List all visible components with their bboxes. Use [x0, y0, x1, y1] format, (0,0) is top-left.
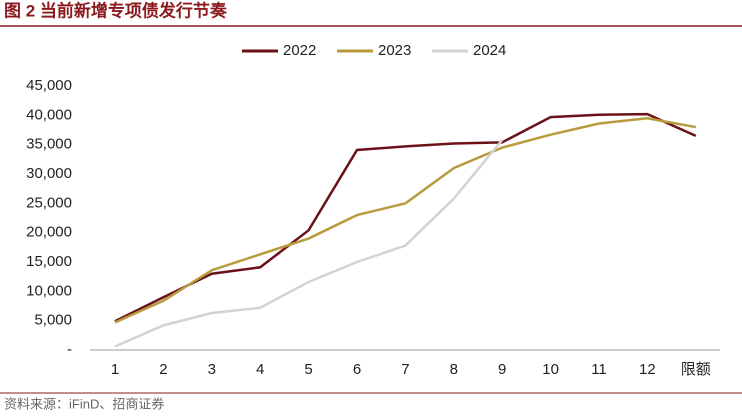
y-tick-label: 40,000	[26, 106, 72, 123]
x-tick-label: 3	[208, 361, 216, 378]
chart-title: 图 2 当前新增专项债发行节奏	[4, 0, 228, 20]
x-tick-label: 7	[401, 361, 409, 378]
legend-label: 2024	[473, 42, 506, 59]
y-tick-label: -	[67, 341, 72, 358]
x-tick-label: 9	[498, 361, 506, 378]
legend-label: 2022	[283, 42, 316, 59]
x-tick-label: 10	[542, 361, 559, 378]
y-tick-label: 15,000	[26, 253, 72, 270]
series-line	[114, 139, 504, 348]
y-tick-label: 10,000	[26, 282, 72, 299]
x-tick-label: 1	[111, 361, 119, 378]
legend-label: 2023	[378, 42, 411, 59]
y-tick-label: 20,000	[26, 224, 72, 241]
source: 资料来源：iFinD、招商证券	[4, 396, 164, 411]
y-tick-label: 25,000	[26, 194, 72, 211]
series-line	[114, 112, 697, 323]
x-tick-label: 2	[159, 361, 167, 378]
series-line	[114, 117, 697, 324]
y-tick-label: 30,000	[26, 165, 72, 182]
y-tick-label: 35,000	[26, 136, 72, 153]
y-tick-label: 5,000	[34, 312, 72, 329]
x-tick-label: 5	[304, 361, 312, 378]
x-tick-label: 4	[256, 361, 264, 378]
x-tick-label: 12	[639, 361, 656, 378]
x-tick-label: 限额	[681, 361, 711, 378]
x-tick-label: 11	[591, 361, 607, 378]
x-tick-label: 8	[450, 361, 458, 378]
y-tick-label: 45,000	[26, 77, 72, 94]
x-tick-label: 6	[353, 361, 361, 378]
